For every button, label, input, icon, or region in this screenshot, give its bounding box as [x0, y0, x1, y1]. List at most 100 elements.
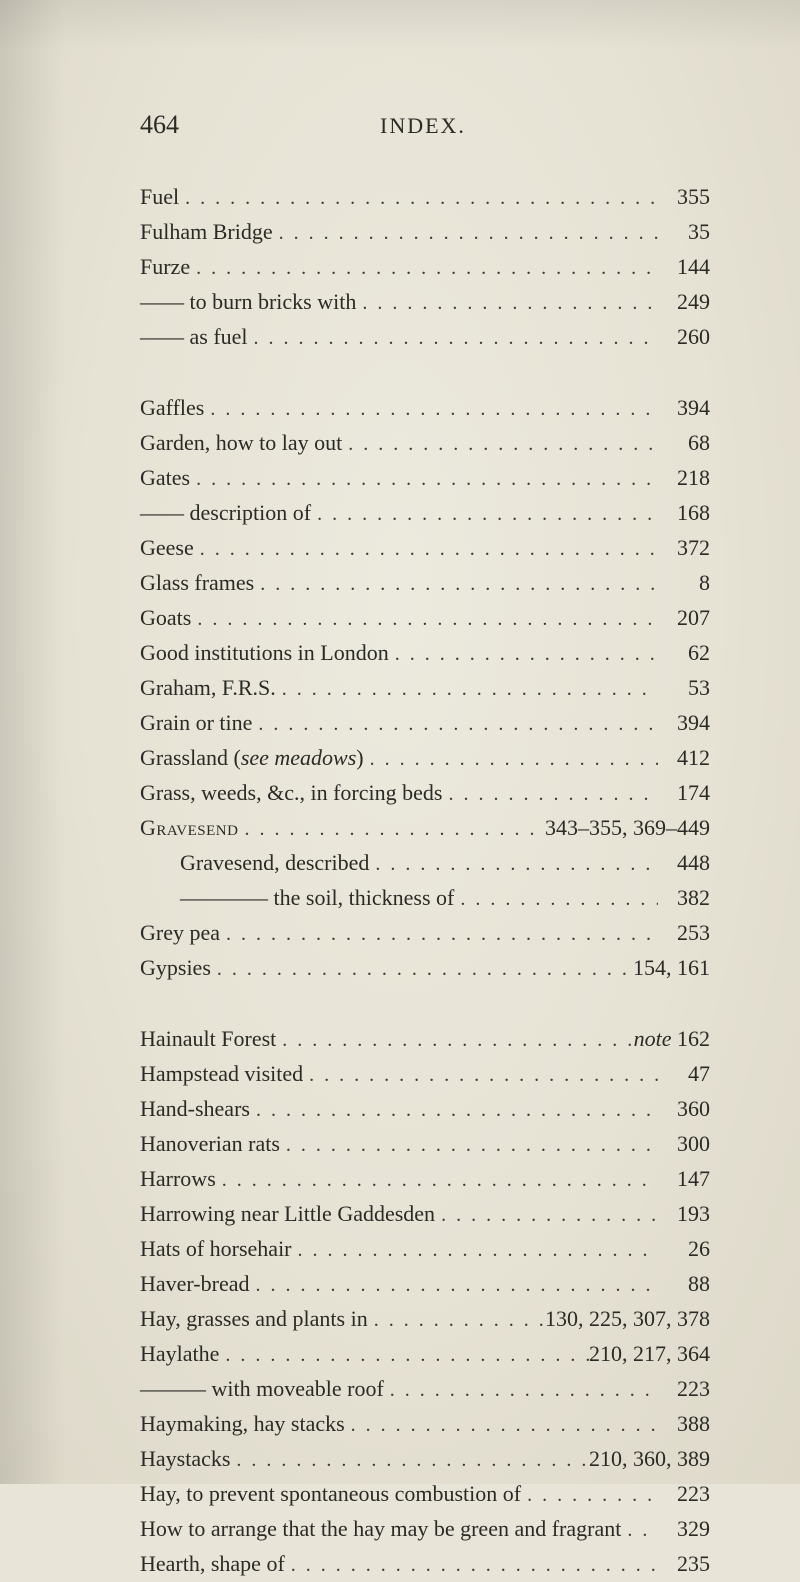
index-entry: Gypsies.................................… — [140, 951, 710, 986]
entry-label: —— to burn bricks with — [140, 285, 356, 318]
entry-label: Gaffles — [140, 391, 204, 424]
entry-label: Hay, grasses and plants in — [140, 1302, 368, 1335]
entry-label: Grass, weeds, &c., in forcing beds — [140, 776, 442, 809]
entry-pages: 207 — [658, 601, 710, 634]
entry-label: —— as fuel — [140, 320, 248, 353]
dot-leader: ........................................… — [248, 322, 658, 355]
index-entry: Gates...................................… — [140, 461, 710, 496]
dot-leader: ........................................… — [216, 1164, 658, 1197]
entry-label: Haylathe — [140, 1337, 219, 1370]
index-entry: Gravesend, described....................… — [140, 846, 710, 881]
dot-leader: ........................................… — [179, 182, 658, 215]
index-body: Fuel....................................… — [140, 180, 710, 1582]
dot-leader: ........................................… — [384, 1374, 658, 1407]
entry-pages: 193 — [658, 1197, 710, 1230]
dot-leader: ........................................… — [276, 673, 658, 706]
index-section: Fuel....................................… — [140, 180, 710, 355]
entry-pages: 223 — [658, 1372, 710, 1405]
entry-label: Glass frames — [140, 566, 254, 599]
entry-pages: 448 — [658, 846, 710, 879]
index-entry: Hay, grasses and plants in..............… — [140, 1302, 710, 1337]
entry-label: Harrows — [140, 1162, 216, 1195]
dot-leader: ........................................… — [211, 953, 633, 986]
entry-pages: 8 — [658, 566, 710, 599]
entry-label: Hampstead visited — [140, 1057, 303, 1090]
entry-pages: 253 — [658, 916, 710, 949]
dot-leader: ........................................… — [220, 918, 658, 951]
index-entry: Haylathe................................… — [140, 1337, 710, 1372]
entry-pages: 343–355, 369–449 — [545, 811, 710, 844]
dot-leader: ........................................… — [364, 743, 658, 776]
index-entry: Hainault Forest.........................… — [140, 1022, 710, 1057]
dot-leader: ........................................… — [254, 568, 658, 601]
index-entry: Garden, how to lay out..................… — [140, 426, 710, 461]
dot-leader: ........................................… — [292, 1234, 658, 1267]
dot-leader: ........................................… — [194, 533, 658, 566]
index-entry: How to arrange that the hay may be green… — [140, 1512, 710, 1547]
entry-label: Gravesend — [140, 811, 238, 844]
entry-pages: 144 — [658, 250, 710, 283]
entry-pages: 360 — [658, 1092, 710, 1125]
entry-pages: 26 — [658, 1232, 710, 1265]
entry-pages: note 162 — [634, 1022, 710, 1055]
entry-label: Fulham Bridge — [140, 215, 273, 248]
index-entry: Hand-shears.............................… — [140, 1092, 710, 1127]
entry-pages: 210, 217, 364 — [589, 1337, 710, 1370]
index-entry: Hats of horsehair.......................… — [140, 1232, 710, 1267]
entry-pages: 329 — [658, 1512, 710, 1545]
index-entry: ———— the soil, thickness of.............… — [140, 881, 710, 916]
entry-pages: 168 — [658, 496, 710, 529]
index-entry: Harrows.................................… — [140, 1162, 710, 1197]
dot-leader: ........................................… — [303, 1059, 658, 1092]
index-page: 464 INDEX. Fuel.........................… — [0, 0, 800, 1484]
index-entry: ——— with moveable roof..................… — [140, 1372, 710, 1407]
entry-label: How to arrange that the hay may be green… — [140, 1512, 621, 1545]
entry-label: Grey pea — [140, 916, 220, 949]
dot-leader: ........................................… — [435, 1199, 658, 1232]
dot-leader: ........................................… — [191, 603, 658, 636]
entry-pages: 394 — [658, 391, 710, 424]
entry-label: Furze — [140, 250, 190, 283]
dot-leader: ........................................… — [389, 638, 658, 671]
dot-leader: ........................................… — [238, 813, 545, 846]
entry-label: ———— the soil, thickness of — [140, 881, 454, 914]
entry-label: Gravesend, described — [140, 846, 369, 879]
dot-leader: ........................................… — [342, 428, 658, 461]
dot-leader: ........................................… — [190, 252, 658, 285]
dot-leader: ........................................… — [345, 1409, 658, 1442]
entry-pages: 53 — [658, 671, 710, 704]
entry-pages: 174 — [658, 776, 710, 809]
index-entry: Grey pea................................… — [140, 916, 710, 951]
entry-pages: 35 — [658, 215, 710, 248]
page-header: 464 INDEX. — [140, 110, 710, 140]
scan-shadow-top — [0, 0, 800, 50]
dot-leader: ........................................… — [252, 708, 658, 741]
entry-pages: 130, 225, 307, 378 — [545, 1302, 710, 1335]
entry-pages: 382 — [658, 881, 710, 914]
dot-leader: ........................................… — [454, 883, 658, 916]
entry-label: Hand-shears — [140, 1092, 250, 1125]
index-entry: Harrowing near Little Gaddesden.........… — [140, 1197, 710, 1232]
entry-label: Haystacks — [140, 1442, 230, 1475]
dot-leader: ........................................… — [442, 778, 658, 811]
index-entry: Haystacks...............................… — [140, 1442, 710, 1477]
index-entry: Graham, F.R.S...........................… — [140, 671, 710, 706]
entry-pages: 210, 360, 389 — [589, 1442, 710, 1475]
dot-leader: ........................................… — [230, 1444, 589, 1477]
entry-label: Graham, F.R.S. — [140, 671, 276, 704]
entry-label: Good institutions in London — [140, 636, 389, 669]
dot-leader: ........................................… — [621, 1514, 658, 1547]
index-entry: Furze...................................… — [140, 250, 710, 285]
page-title: INDEX. — [380, 113, 466, 139]
entry-pages: 260 — [658, 320, 710, 353]
dot-leader: ........................................… — [285, 1549, 658, 1582]
index-entry: Glass frames............................… — [140, 566, 710, 601]
entry-label: —— description of — [140, 496, 311, 529]
index-entry: —— as fuel..............................… — [140, 320, 710, 355]
index-entry: Haver-bread.............................… — [140, 1267, 710, 1302]
dot-leader: ........................................… — [219, 1339, 589, 1372]
index-entry: Gaffles.................................… — [140, 391, 710, 426]
entry-pages: 355 — [658, 180, 710, 213]
entry-pages: 218 — [658, 461, 710, 494]
entry-pages: 235 — [658, 1547, 710, 1580]
